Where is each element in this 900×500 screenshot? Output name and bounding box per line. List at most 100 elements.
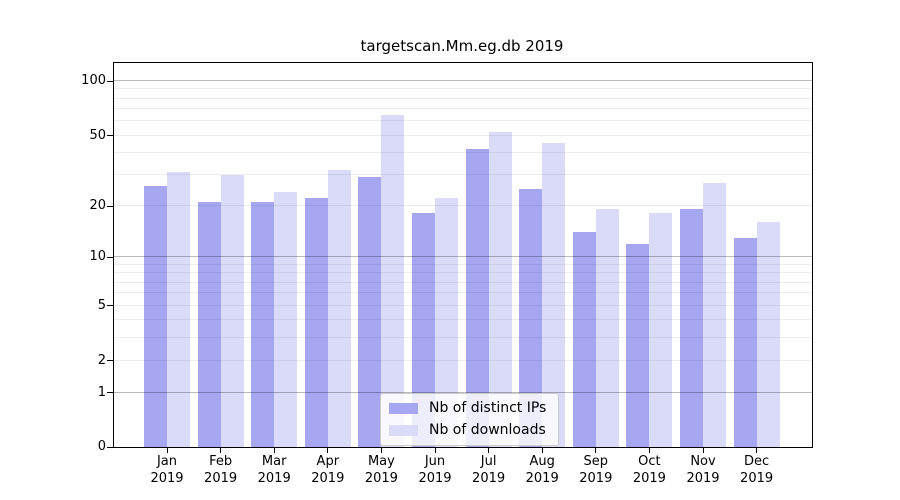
bar-downloads-may bbox=[381, 114, 405, 447]
bar-ips-jul bbox=[465, 148, 489, 447]
gridline-80 bbox=[114, 97, 812, 99]
xlabel-month: Feb bbox=[209, 454, 233, 469]
xtick-jun bbox=[434, 447, 436, 453]
bar-ips-aug bbox=[519, 188, 543, 447]
bar-ips-nov bbox=[680, 209, 703, 447]
gridline-70 bbox=[114, 108, 812, 110]
xtick-jan bbox=[166, 447, 168, 453]
bar-ips-mar bbox=[251, 201, 275, 447]
xlabel-jun: Jun 2019 bbox=[403, 453, 467, 487]
xlabel-year: 2019 bbox=[632, 471, 666, 486]
bar-downloads-sep bbox=[595, 209, 619, 447]
xlabel-year: 2019 bbox=[204, 471, 238, 486]
xlabel-oct: Oct 2019 bbox=[617, 453, 681, 487]
gridline-2 bbox=[114, 359, 812, 361]
legend-label-distinct-ips: Nb of distinct IPs bbox=[429, 400, 547, 416]
gridline-30 bbox=[114, 174, 812, 176]
xlabel-aug: Aug 2019 bbox=[510, 453, 574, 487]
bar-ips-dec bbox=[733, 237, 757, 447]
ylabel-10: 10 bbox=[89, 249, 106, 265]
ylabel-100: 100 bbox=[81, 73, 106, 89]
gridline-60 bbox=[114, 120, 812, 122]
xlabel-year: 2019 bbox=[311, 471, 345, 486]
ytick-1 bbox=[107, 392, 114, 394]
xtick-may bbox=[380, 447, 382, 453]
legend-swatch-distinct-ips bbox=[389, 403, 418, 414]
xlabel-mar: Mar 2019 bbox=[242, 453, 306, 487]
xlabel-year: 2019 bbox=[257, 471, 291, 486]
bar-ips-apr bbox=[304, 198, 328, 447]
gridline-4 bbox=[114, 319, 812, 321]
ytick-50 bbox=[107, 135, 114, 136]
xlabel-year: 2019 bbox=[740, 471, 774, 486]
bar-ips-oct bbox=[626, 243, 650, 447]
xlabel-month: Aug bbox=[529, 454, 555, 469]
gridline-5 bbox=[114, 304, 812, 306]
bar-ips-sep bbox=[572, 232, 596, 447]
xtick-jul bbox=[488, 447, 490, 453]
bar-ips-feb bbox=[197, 201, 221, 447]
plot-area: Nb of distinct IPs Nb of downloads 0 1 2 5 1… bbox=[81, 62, 813, 486]
xlabel-month: Jun bbox=[424, 454, 446, 469]
gridline-10 bbox=[114, 256, 812, 258]
xlabel-month: Oct bbox=[638, 454, 661, 469]
xlabel-may: May 2019 bbox=[349, 453, 413, 487]
xlabel-apr: Apr 2019 bbox=[296, 453, 360, 487]
ytick-20 bbox=[107, 205, 114, 207]
ylabel-20: 20 bbox=[89, 198, 106, 214]
ytick-100 bbox=[107, 80, 114, 82]
gridline-9 bbox=[114, 264, 812, 265]
xtick-sep bbox=[595, 447, 597, 453]
xlabel-feb: Feb 2019 bbox=[189, 453, 253, 487]
xlabel-month: Nov bbox=[690, 454, 716, 469]
xlabel-month: Mar bbox=[261, 454, 287, 469]
xlabel-month: Jan bbox=[156, 454, 178, 469]
xlabel-month: Jul bbox=[480, 454, 497, 469]
bar-downloads-feb bbox=[220, 174, 244, 447]
gridline-6 bbox=[114, 292, 812, 294]
gridline-1 bbox=[114, 391, 812, 393]
xlabel-year: 2019 bbox=[686, 471, 720, 486]
gridline-100 bbox=[114, 80, 812, 82]
gridline-8 bbox=[114, 272, 812, 274]
xlabel-year: 2019 bbox=[579, 471, 613, 486]
legend-item-downloads: Nb of downloads bbox=[389, 422, 546, 439]
xlabel-nov: Nov 2019 bbox=[671, 453, 735, 487]
legend-label-downloads: Nb of downloads bbox=[429, 422, 546, 438]
xlabel-month: May bbox=[367, 454, 395, 469]
xlabel-jul: Jul 2019 bbox=[457, 453, 521, 487]
ytick-2 bbox=[107, 360, 114, 362]
xlabel-year: 2019 bbox=[418, 471, 452, 486]
xlabel-month: Sep bbox=[583, 454, 609, 469]
ylabel-5: 5 bbox=[97, 297, 106, 313]
legend-item-distinct-ips: Nb of distinct IPs bbox=[389, 400, 546, 417]
xlabel-year: 2019 bbox=[150, 471, 184, 486]
xtick-feb bbox=[220, 447, 222, 453]
xtick-mar bbox=[273, 447, 275, 453]
ytick-0 bbox=[107, 446, 114, 448]
gridline-20 bbox=[114, 205, 812, 207]
legend: Nb of distinct IPs Nb of downloads bbox=[380, 393, 560, 446]
legend-swatch-downloads bbox=[389, 425, 418, 436]
xlabel-year: 2019 bbox=[525, 471, 559, 486]
chart-title: targetscan.Mm.eg.db 2019 bbox=[360, 37, 564, 55]
bar-downloads-mar bbox=[274, 191, 298, 447]
xlabel-dec: Dec 2019 bbox=[725, 453, 789, 487]
xlabel-year: 2019 bbox=[364, 471, 398, 486]
xtick-aug bbox=[541, 447, 543, 453]
ylabel-50: 50 bbox=[89, 127, 106, 143]
bar-downloads-oct bbox=[649, 213, 673, 447]
bar-downloads-nov bbox=[703, 182, 726, 447]
gridline-40 bbox=[114, 151, 812, 153]
xtick-apr bbox=[327, 447, 329, 453]
bar-downloads-jun bbox=[435, 198, 458, 447]
xtick-nov bbox=[702, 447, 704, 453]
bar-ips-jun bbox=[412, 213, 435, 447]
bar-downloads-aug bbox=[542, 143, 566, 447]
gridline-3 bbox=[114, 336, 812, 338]
xtick-oct bbox=[648, 447, 650, 453]
xlabel-year: 2019 bbox=[472, 471, 506, 486]
bar-downloads-dec bbox=[756, 222, 780, 447]
xlabel-month: Dec bbox=[744, 454, 770, 469]
